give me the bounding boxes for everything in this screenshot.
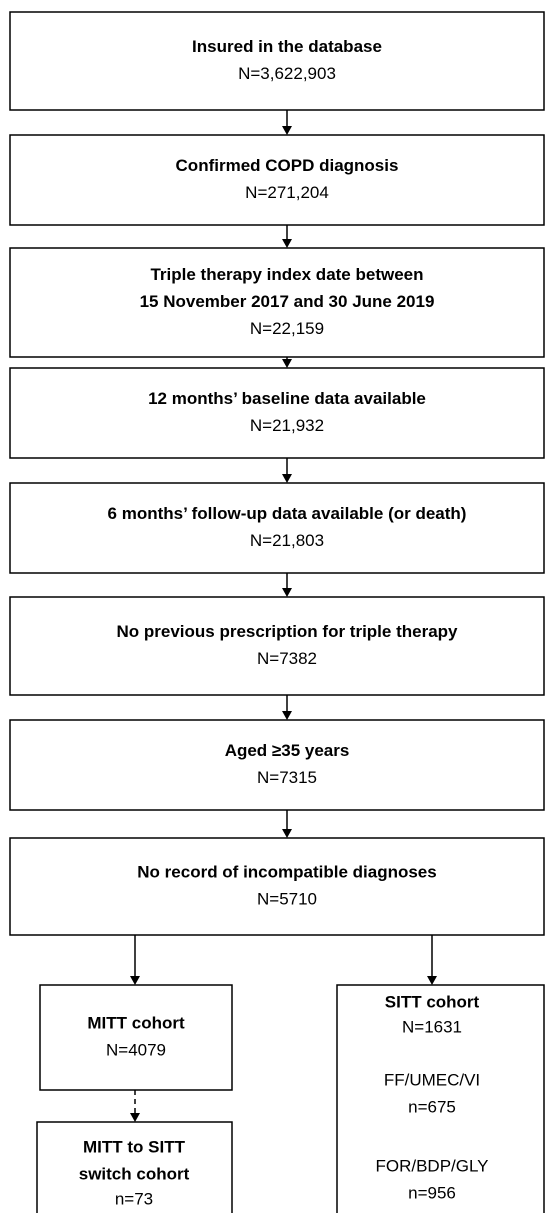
arrow-head: [282, 588, 292, 597]
step-count: N=21,803: [250, 531, 324, 550]
subgroup-name: FOR/BDP/GLY: [375, 1156, 488, 1175]
arrow-head: [282, 711, 292, 720]
step-box: [9, 596, 545, 696]
subgroup-count: n=956: [408, 1183, 456, 1202]
step-box: [9, 134, 545, 226]
step-count: N=5710: [257, 889, 317, 908]
step-box: [9, 837, 545, 936]
mitt-title: MITT cohort: [87, 1013, 185, 1032]
step-title: No record of incompatible diagnoses: [137, 862, 436, 881]
arrow-head: [282, 474, 292, 483]
subgroup-count: n=675: [408, 1097, 456, 1116]
step-title: 6 months’ follow-up data available (or d…: [108, 504, 467, 523]
switch-count: n=73: [115, 1189, 153, 1208]
mitt-count: N=4079: [106, 1040, 166, 1059]
sitt-count: N=1631: [402, 1017, 462, 1036]
mitt-box: [39, 984, 233, 1091]
arrow-head: [282, 239, 292, 248]
switch-title: MITT to SITT: [83, 1137, 186, 1156]
step-count: N=21,932: [250, 416, 324, 435]
arrow-head: [130, 1113, 140, 1122]
step-box: [9, 247, 545, 358]
switch-title: switch cohort: [79, 1164, 190, 1183]
step-count: N=3,622,903: [238, 64, 336, 83]
step-box: [9, 367, 545, 459]
step-title: 15 November 2017 and 30 June 2019: [140, 292, 435, 311]
arrow-head: [282, 126, 292, 135]
step-title: Triple therapy index date between: [150, 265, 423, 284]
step-title: Aged ≥35 years: [225, 741, 350, 760]
step-count: N=22,159: [250, 319, 324, 338]
arrow-head: [130, 976, 140, 985]
arrow-head: [427, 976, 437, 985]
switch-box: [36, 1121, 233, 1213]
step-title: Confirmed COPD diagnosis: [176, 156, 399, 175]
step-title: Insured in the database: [192, 37, 382, 56]
step-box: [9, 11, 545, 111]
sitt-box: [336, 984, 545, 1213]
step-box: [9, 719, 545, 811]
arrow-head: [282, 829, 292, 838]
arrow-head: [282, 359, 292, 368]
step-box: [9, 482, 545, 574]
sitt-title: SITT cohort: [385, 992, 480, 1011]
step-title: No previous prescription for triple ther…: [116, 622, 458, 641]
subgroup-name: FF/UMEC/VI: [384, 1070, 480, 1089]
step-count: N=7382: [257, 649, 317, 668]
step-title: 12 months’ baseline data available: [148, 389, 426, 408]
step-count: N=7315: [257, 768, 317, 787]
step-count: N=271,204: [245, 183, 329, 202]
